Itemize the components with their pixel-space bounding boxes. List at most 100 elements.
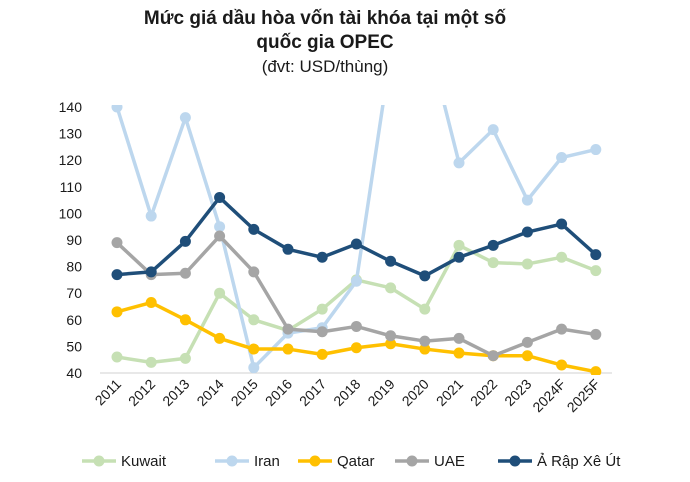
data-point — [316, 303, 328, 315]
data-point — [111, 351, 123, 363]
data-point — [453, 239, 465, 251]
data-point — [419, 343, 431, 355]
data-point — [316, 326, 328, 338]
data-point — [111, 237, 123, 249]
legend-swatch-marker — [509, 455, 521, 467]
legend-swatch-marker — [93, 455, 105, 467]
data-point — [179, 235, 191, 247]
data-point — [111, 269, 123, 281]
series-3 — [111, 230, 602, 362]
chart-title-line2: quốc gia OPEC — [256, 32, 394, 53]
y-tick-label: 40 — [66, 365, 82, 381]
x-tick-label: 2025F — [564, 376, 603, 415]
series-group — [111, 22, 602, 375]
data-point — [350, 342, 362, 354]
data-point — [521, 258, 533, 270]
y-tick-label: 110 — [60, 179, 83, 195]
legend-item: Ả Rập Xê Út — [498, 453, 621, 470]
data-point — [556, 152, 568, 164]
x-tick-label: 2022 — [467, 376, 500, 409]
data-point — [453, 251, 465, 263]
data-point — [316, 251, 328, 263]
data-point — [385, 255, 397, 267]
data-point — [248, 362, 260, 374]
series-2 — [111, 297, 602, 375]
data-point — [214, 332, 226, 344]
legend-label: Qatar — [337, 453, 375, 470]
data-point — [179, 112, 191, 124]
data-point — [385, 338, 397, 350]
series-line — [115, 234, 597, 358]
data-point — [214, 287, 226, 299]
data-point — [248, 223, 260, 235]
data-point — [487, 350, 499, 362]
series-4 — [111, 191, 602, 282]
data-point — [248, 343, 260, 355]
chart-subtitle: (đvt: USD/thùng) — [261, 57, 389, 76]
data-point — [179, 352, 191, 364]
data-point — [419, 303, 431, 315]
legend-label: Ả Rập Xê Út — [537, 453, 621, 470]
data-point — [248, 266, 260, 278]
data-point — [282, 323, 294, 335]
data-point — [316, 348, 328, 360]
data-point — [419, 22, 430, 33]
y-tick-label: 60 — [66, 312, 82, 328]
data-point — [282, 243, 294, 255]
data-point — [111, 306, 123, 318]
data-point — [111, 105, 123, 113]
data-point — [385, 282, 397, 294]
chart-title-line1: Mức giá dầu hòa vốn tài khóa tại một số — [143, 8, 507, 29]
data-point — [282, 343, 294, 355]
data-point — [590, 249, 602, 261]
x-tick-label: 2024F — [529, 376, 568, 415]
x-tick-label: 2013 — [159, 376, 192, 409]
legend-item: UAE — [395, 453, 465, 470]
data-point — [350, 320, 362, 332]
legend-item: Qatar — [298, 453, 375, 470]
data-point — [145, 266, 157, 278]
data-point — [179, 267, 191, 279]
y-tick-label: 70 — [66, 285, 82, 301]
data-point — [453, 157, 465, 169]
x-tick-label: 2014 — [193, 376, 226, 409]
legend-label: UAE — [434, 453, 465, 470]
data-point — [556, 359, 568, 371]
data-point — [248, 314, 260, 326]
x-tick-label: 2011 — [92, 376, 125, 409]
data-point — [385, 48, 396, 59]
legend-label: Kuwait — [121, 453, 167, 470]
y-tick-label: 100 — [59, 205, 83, 221]
data-point — [521, 336, 533, 348]
data-point — [556, 251, 568, 263]
y-tick-label: 130 — [59, 126, 83, 142]
data-point — [590, 144, 602, 156]
data-point — [487, 257, 499, 269]
data-point — [214, 221, 226, 233]
data-point — [145, 297, 157, 309]
x-tick-label: 2016 — [262, 376, 295, 409]
data-point — [419, 335, 431, 347]
data-point — [145, 356, 157, 368]
legend-label: Iran — [254, 453, 280, 470]
y-tick-label: 50 — [66, 338, 82, 354]
data-point — [487, 239, 499, 251]
data-point — [350, 238, 362, 250]
data-point — [385, 330, 397, 342]
x-tick-label: 2012 — [125, 376, 158, 409]
data-point — [590, 366, 602, 375]
data-point — [453, 347, 465, 359]
y-tick-label: 80 — [66, 259, 82, 275]
data-point — [145, 210, 157, 222]
legend-item: Kuwait — [82, 453, 167, 470]
y-axis: 40 50 60 70 80 90 100 110 120 130 140 — [59, 99, 83, 381]
data-point — [350, 275, 362, 287]
y-tick-label: 120 — [59, 152, 83, 168]
data-point — [556, 218, 568, 230]
data-point — [521, 194, 533, 206]
x-tick-label: 2015 — [228, 376, 261, 409]
x-tick-label: 2017 — [296, 376, 329, 409]
legend-swatch-marker — [406, 455, 418, 467]
data-point — [487, 124, 499, 136]
